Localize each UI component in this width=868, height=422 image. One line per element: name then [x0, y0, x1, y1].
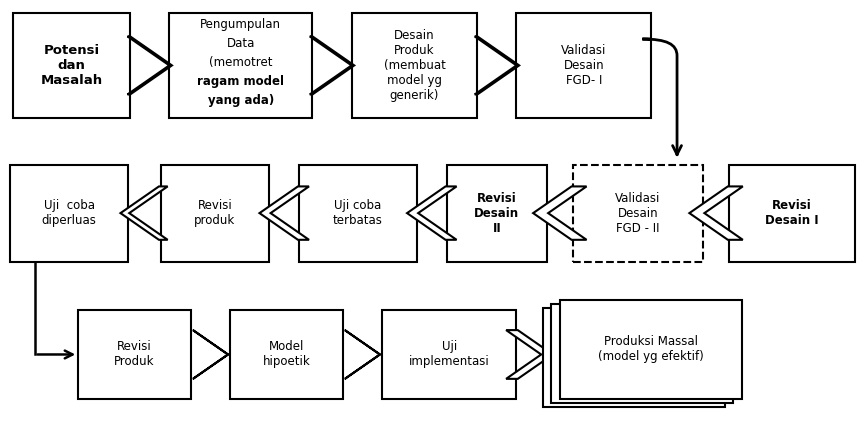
Text: yang ada): yang ada)	[207, 95, 274, 107]
Text: (memotret: (memotret	[209, 56, 273, 69]
Polygon shape	[193, 330, 228, 379]
Bar	[10, 165, 128, 262]
Polygon shape	[128, 36, 172, 95]
Bar	[447, 165, 547, 262]
Polygon shape	[345, 330, 380, 379]
Polygon shape	[407, 187, 457, 240]
Polygon shape	[533, 187, 587, 240]
Bar	[13, 13, 130, 118]
Text: Pengumpulan: Pengumpulan	[201, 18, 281, 31]
Text: Potensi
dan
Masalah: Potensi dan Masalah	[41, 44, 102, 87]
Bar	[560, 300, 742, 399]
Text: Validasi
Desain
FGD- I: Validasi Desain FGD- I	[561, 44, 607, 87]
Bar	[573, 165, 703, 262]
Text: Desain
Produk
(membuat
model yg
generik): Desain Produk (membuat model yg generik)	[384, 29, 445, 102]
Text: Uji  coba
diperluas: Uji coba diperluas	[42, 199, 96, 227]
Polygon shape	[689, 187, 743, 240]
Bar	[161, 165, 269, 262]
Polygon shape	[506, 330, 553, 379]
Text: Data: Data	[227, 37, 255, 50]
Bar	[729, 165, 855, 262]
Text: ragam model: ragam model	[197, 75, 285, 88]
Bar	[382, 310, 516, 399]
Text: Revisi
produk: Revisi produk	[194, 199, 235, 227]
Bar	[299, 165, 417, 262]
Polygon shape	[260, 187, 309, 240]
Text: Revisi
Desain I: Revisi Desain I	[766, 199, 819, 227]
Bar	[516, 13, 651, 118]
Text: Uji
implementasi: Uji implementasi	[409, 341, 490, 368]
Bar	[78, 310, 191, 399]
Bar	[230, 310, 343, 399]
Text: Uji coba
terbatas: Uji coba terbatas	[333, 199, 383, 227]
Bar	[169, 13, 312, 118]
Text: Revisi
Produk: Revisi Produk	[115, 341, 155, 368]
Polygon shape	[310, 36, 354, 95]
Text: Revisi
Desain
II: Revisi Desain II	[475, 192, 519, 235]
Text: Model
hipoetik: Model hipoetik	[262, 341, 311, 368]
Text: Produksi Massal
(model yg efektif): Produksi Massal (model yg efektif)	[598, 335, 704, 363]
Text: Validasi
Desain
FGD - II: Validasi Desain FGD - II	[615, 192, 661, 235]
Bar	[551, 304, 733, 403]
Polygon shape	[121, 187, 168, 240]
Polygon shape	[475, 36, 519, 95]
Bar	[542, 308, 725, 407]
Bar	[352, 13, 477, 118]
